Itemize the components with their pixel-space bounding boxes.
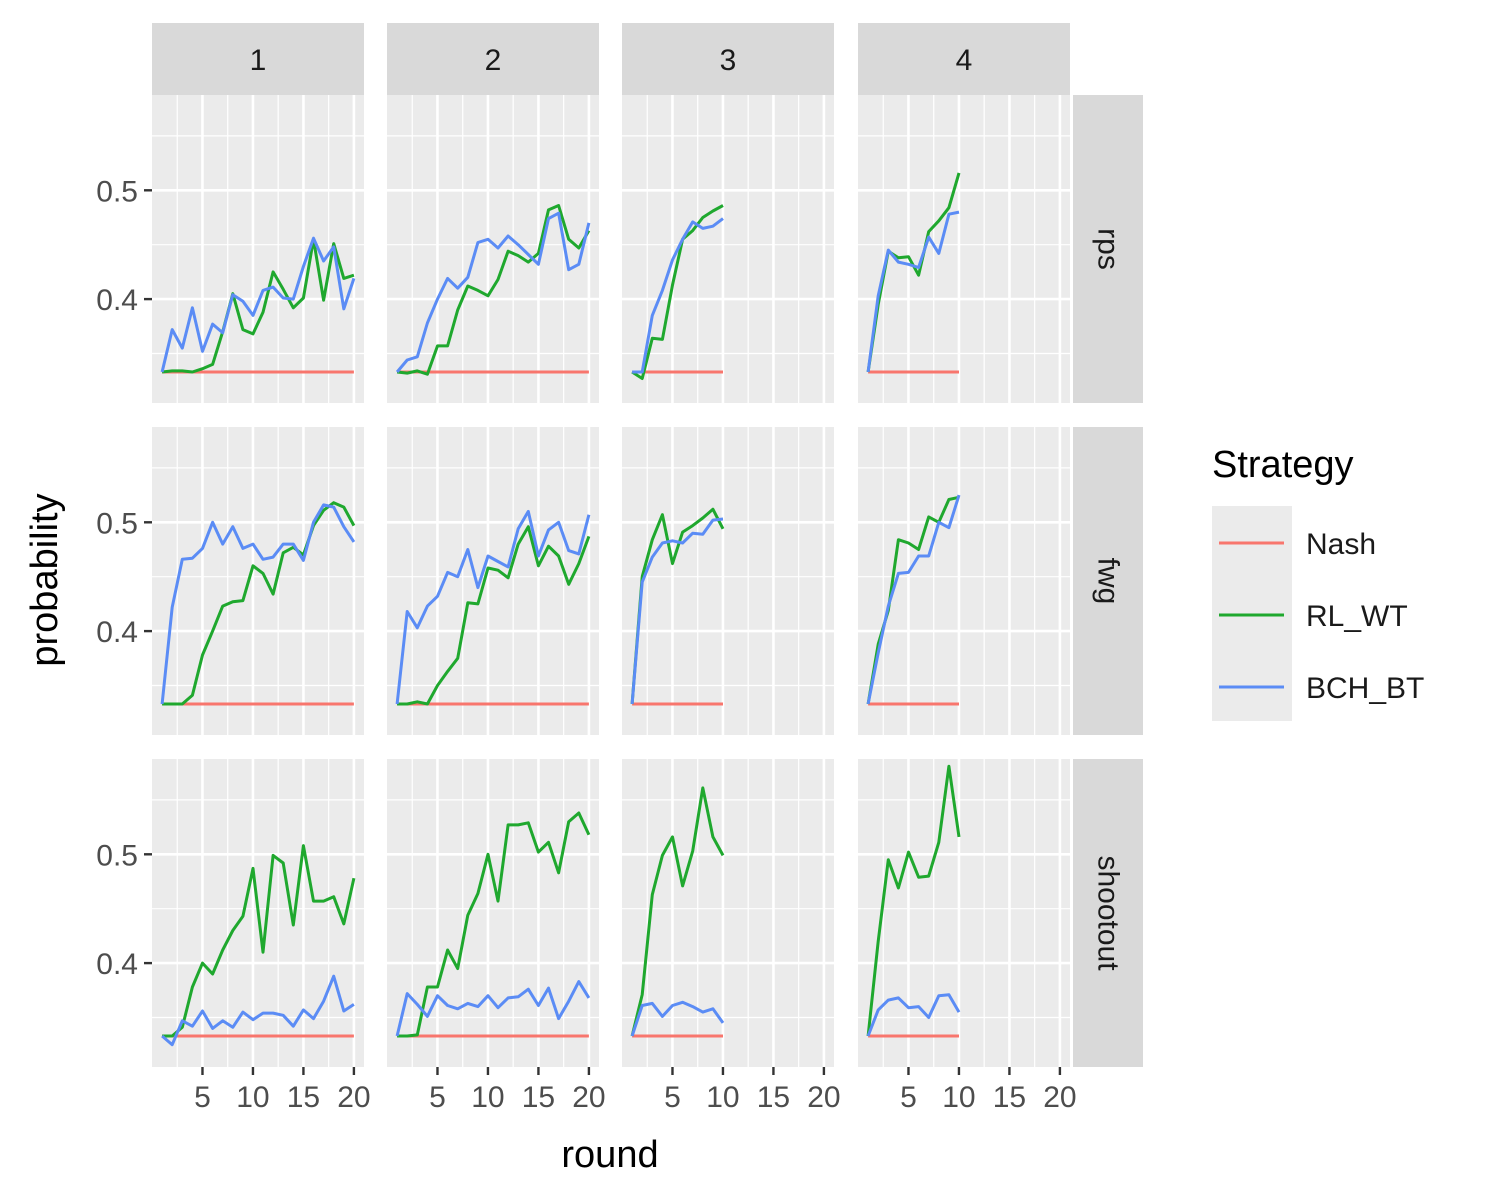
panel-shootout-3: [622, 759, 834, 1067]
facet-strip-col-1: [152, 23, 364, 95]
series-line-rl-wt-fwg-1: [162, 501, 356, 706]
panel-fwg-4: [858, 427, 1070, 735]
facet-strip-col-3: [622, 23, 834, 95]
series-line-rl-wt-rps-1: [161, 237, 355, 374]
x-tick-label: 10: [236, 1081, 269, 1114]
legend: Strategy Nash RL_WT BCH_BT: [1212, 444, 1424, 721]
legend-label: BCH_BT: [1306, 672, 1424, 705]
panel-rps-4: [858, 95, 1070, 403]
x-axis-title: round: [561, 1134, 658, 1176]
series-line-bch-bt-fwg-4: [866, 494, 961, 705]
x-tick-label: 5: [194, 1081, 211, 1114]
series-line-bch-bt-fwg-1: [160, 503, 356, 705]
series-line-rl-wt-shootout-3: [630, 786, 725, 1037]
series-line-rl-wt-fwg-2: [397, 525, 591, 706]
y-tick-label: 0.5: [96, 175, 138, 208]
x-tick-label: 5: [429, 1081, 446, 1114]
facet-strip-col-label: 2: [485, 44, 502, 77]
series-line-rl-wt-shootout-2: [397, 811, 591, 1038]
series-line-bch-bt-shootout-2: [395, 980, 591, 1037]
x-tick-label: 20: [807, 1081, 840, 1114]
panel-background: [622, 759, 834, 1067]
x-tick-label: 5: [900, 1081, 917, 1114]
facet-strip-col-2: [387, 23, 599, 95]
series-line-bch-bt-rps-1: [160, 236, 356, 373]
facet-strip-row-rps: [1073, 95, 1143, 403]
panel-fwg-1: [152, 427, 364, 735]
facet-strip-col-label: 3: [720, 44, 737, 77]
series-line-rl-wt-shootout-1: [162, 844, 356, 1038]
facet-strips: 1 2 3 4 rps fwg shootout: [152, 23, 1143, 1067]
legend-items: Nash RL_WT BCH_BT: [1219, 528, 1424, 705]
panel-background: [622, 427, 834, 735]
panel-background: [858, 759, 1070, 1067]
y-tick-label: 0.5: [96, 507, 138, 540]
series-line-bch-bt-shootout-1: [161, 974, 355, 1047]
facet-strip-col-4: [858, 23, 1070, 95]
x-tick-label: 20: [337, 1081, 370, 1114]
axes: 0.4 0.5 0.4 0.5 0.4 0.5 5 10 15 20 5 10 15 20 5 10 15 20 5…: [96, 175, 1076, 1114]
series-line-bch-bt-shootout-3: [630, 1000, 725, 1037]
panel-background: [152, 427, 364, 735]
series-line-bch-bt-rps-4: [866, 210, 960, 373]
series-line-bch-bt-rps-3: [632, 217, 724, 374]
x-tick-label: 10: [942, 1081, 975, 1114]
x-tick-label: 15: [757, 1081, 790, 1114]
facet-strip-row-label: fwg: [1092, 558, 1125, 605]
panel-fwg-3: [622, 427, 834, 735]
y-tick-label: 0.4: [96, 948, 138, 981]
series-line-rl-wt-rps-2: [396, 204, 591, 376]
legend-label: RL_WT: [1306, 600, 1408, 633]
facet-strip-row-label: rps: [1092, 228, 1125, 270]
facet-strip-row-label: shootout: [1092, 855, 1125, 971]
facet-strip-row-fwg: [1073, 427, 1143, 735]
series-line-bch-bt-fwg-2: [395, 509, 591, 705]
panel-background: [858, 427, 1070, 735]
panels: [152, 95, 1070, 1067]
facet-strip-col-label: 1: [250, 44, 267, 77]
y-tick-label: 0.4: [96, 284, 138, 317]
x-tick-label: 20: [572, 1081, 605, 1114]
x-tick-label: 10: [471, 1081, 504, 1114]
panel-background: [622, 95, 834, 403]
legend-label: Nash: [1306, 528, 1376, 561]
x-tick-label: 20: [1043, 1081, 1076, 1114]
legend-title: Strategy: [1212, 444, 1354, 486]
y-tick-label: 0.5: [96, 839, 138, 872]
y-tick-label: 0.4: [96, 616, 138, 649]
series-line-bch-bt-rps-2: [395, 211, 591, 373]
facet-strip-col-label: 4: [956, 44, 973, 77]
panel-fwg-2: [387, 427, 599, 735]
facet-strip-row-shootout: [1073, 759, 1143, 1067]
series-line-rl-wt-fwg-3: [630, 507, 725, 705]
x-tick-label: 15: [287, 1081, 320, 1114]
series-line-bch-bt-fwg-3: [630, 517, 724, 705]
panel-shootout-4: [858, 759, 1070, 1067]
series-line-rl-wt-rps-3: [631, 204, 724, 380]
x-tick-label: 10: [706, 1081, 739, 1114]
x-tick-label: 5: [664, 1081, 681, 1114]
panel-rps-3: [622, 95, 834, 403]
y-axis-title: probability: [24, 493, 66, 666]
series-line-rl-wt-shootout-4: [866, 764, 961, 1037]
x-tick-label: 15: [993, 1081, 1026, 1114]
series-line-bch-bt-shootout-4: [866, 993, 961, 1037]
panel-background: [858, 95, 1070, 403]
x-tick-label: 15: [522, 1081, 555, 1114]
